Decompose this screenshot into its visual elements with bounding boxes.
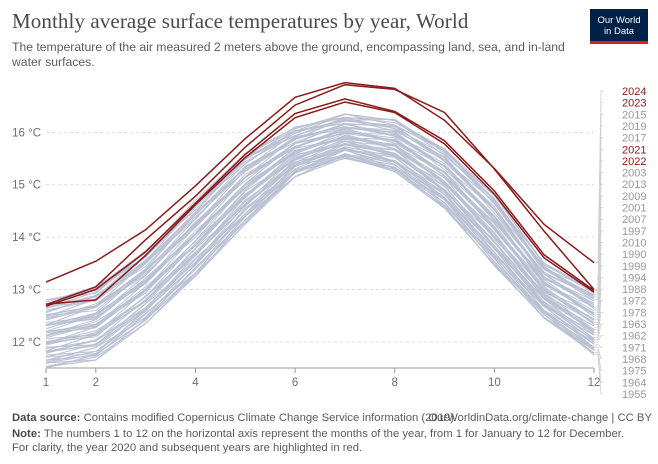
series-label-1988: 1988 — [622, 284, 646, 296]
background-series-line — [45, 142, 595, 346]
x-tick-label: 1 — [43, 377, 49, 389]
background-series-line — [45, 135, 595, 339]
background-series-line — [45, 153, 595, 364]
series-line-2021 — [45, 101, 595, 305]
y-tick-label: 12 °C — [12, 337, 41, 349]
highlighted-year-series — [45, 81, 595, 307]
series-line-2022 — [45, 98, 595, 307]
series-label-1955: 1955 — [622, 389, 646, 401]
label-connector — [594, 351, 603, 383]
credit-link[interactable]: OurWorldinData.org/climate-change | CC B… — [428, 412, 652, 424]
series-label-2015: 2015 — [622, 109, 646, 121]
background-series-line — [45, 154, 595, 363]
label-connector — [594, 346, 603, 360]
y-tick-label: 15 °C — [12, 180, 41, 192]
label-connector — [594, 300, 603, 336]
series-label-1990: 1990 — [622, 249, 646, 261]
x-tick-label: 8 — [392, 377, 398, 389]
label-connector — [594, 349, 603, 372]
background-series-line — [45, 131, 595, 330]
source-footer: Data source: Contains modified Copernicu… — [12, 411, 652, 425]
series-label-2001: 2001 — [622, 203, 646, 215]
x-tick-label: 6 — [292, 377, 298, 389]
background-series-line — [45, 148, 595, 358]
logo-line-1: Our World — [597, 15, 641, 26]
x-tick-label: 4 — [192, 377, 199, 389]
y-tick-label: 13 °C — [12, 284, 41, 296]
series-label-1963: 1963 — [622, 319, 646, 331]
label-connector — [594, 344, 603, 348]
logo-line-2: in Data — [603, 26, 635, 37]
series-label-2022: 2022 — [622, 156, 646, 168]
label-connector — [594, 276, 603, 331]
label-connector — [594, 323, 603, 341]
y-axis-tick-labels: 12 °C 13 °C 14 °C 15 °C 16 °C — [12, 127, 41, 348]
series-line-2024 — [45, 81, 595, 283]
background-series-line — [45, 130, 595, 333]
background-series-line — [45, 140, 595, 345]
label-connector — [594, 288, 603, 333]
series-label-1971: 1971 — [622, 342, 646, 354]
series-label-1964: 1964 — [622, 377, 646, 389]
background-series-line — [45, 123, 595, 318]
background-series-line — [45, 153, 595, 367]
x-tick-label: 12 — [588, 377, 601, 389]
background-series-line — [45, 137, 595, 333]
background-series-line — [45, 153, 595, 362]
series-label-2017: 2017 — [622, 133, 646, 145]
series-label-2013: 2013 — [622, 179, 646, 191]
background-series-line — [45, 149, 595, 353]
series-label-2010: 2010 — [622, 237, 646, 249]
owid-logo[interactable]: Our World in Data — [590, 9, 648, 44]
series-line-2023 — [45, 83, 595, 306]
series-label-1972: 1972 — [622, 296, 646, 308]
note-label: Note: — [12, 428, 41, 440]
background-series-line — [45, 149, 595, 356]
series-label-2019: 2019 — [622, 121, 646, 133]
x-tick-label: 10 — [488, 377, 501, 389]
note-footer: Note: The numbers 1 to 12 on the horizon… — [12, 427, 637, 455]
series-label-1975: 1975 — [622, 366, 646, 378]
series-label-1994: 1994 — [622, 272, 646, 284]
series-label-2024: 2024 — [622, 86, 646, 98]
series-label-1968: 1968 — [622, 354, 646, 366]
series-label-2009: 2009 — [622, 191, 646, 203]
series-label-1962: 1962 — [622, 331, 646, 343]
y-tick-label: 16 °C — [12, 127, 41, 139]
chart-title: Monthly average surface temperatures by … — [12, 9, 469, 33]
series-label-2023: 2023 — [622, 98, 646, 110]
note-text: The numbers 1 to 12 on the horizontal ax… — [12, 428, 625, 454]
series-label-1997: 1997 — [622, 226, 646, 238]
series-label-2007: 2007 — [622, 214, 646, 226]
source-label: Data source: — [12, 412, 81, 424]
background-series-line — [45, 147, 595, 348]
chart-subtitle: The temperature of the air measured 2 me… — [12, 40, 565, 69]
logo-accent-bar — [590, 41, 648, 44]
x-tick-label: 2 — [93, 377, 99, 389]
label-connector — [594, 265, 603, 328]
series-label-2003: 2003 — [622, 168, 646, 180]
y-tick-label: 14 °C — [12, 232, 41, 244]
label-connector — [594, 354, 603, 395]
source-text: Contains modified Copernicus Climate Cha… — [83, 412, 455, 424]
background-year-series — [45, 113, 595, 369]
series-label-1978: 1978 — [622, 307, 646, 319]
series-label-2021: 2021 — [622, 144, 646, 156]
label-connector — [594, 311, 603, 338]
right-end-labels: 2024202320152019201720212022200320132009… — [594, 86, 646, 401]
series-label-1999: 1999 — [622, 261, 646, 273]
label-connector — [594, 335, 603, 343]
x-axis: 1 2 4 6 8 10 12 — [43, 367, 601, 389]
